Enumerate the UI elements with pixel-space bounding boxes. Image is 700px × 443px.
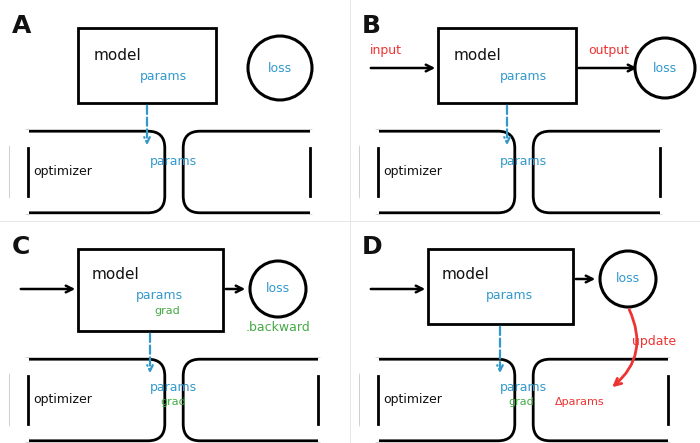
Text: params: params: [150, 381, 197, 395]
FancyBboxPatch shape: [11, 131, 164, 213]
FancyBboxPatch shape: [533, 131, 677, 213]
Bar: [310, 130, 329, 214]
Text: params: params: [136, 289, 183, 302]
Bar: [668, 358, 687, 442]
Text: grad: grad: [154, 306, 180, 316]
Text: params: params: [140, 70, 187, 83]
Bar: [78, 249, 223, 331]
Text: optimizer: optimizer: [33, 393, 92, 407]
Bar: [428, 249, 573, 324]
FancyBboxPatch shape: [361, 359, 514, 441]
Circle shape: [248, 36, 312, 100]
Bar: [360, 358, 379, 442]
Text: grad: grad: [508, 397, 533, 407]
Text: loss: loss: [266, 283, 290, 295]
Circle shape: [635, 38, 695, 98]
Bar: [10, 130, 29, 214]
Text: grad: grad: [160, 397, 186, 407]
FancyBboxPatch shape: [361, 131, 514, 213]
FancyBboxPatch shape: [533, 359, 685, 441]
Text: model: model: [454, 48, 502, 63]
Text: C: C: [12, 235, 30, 259]
Text: A: A: [12, 14, 32, 38]
Text: loss: loss: [653, 62, 677, 74]
Text: .backward: .backward: [246, 321, 310, 334]
Circle shape: [250, 261, 306, 317]
Text: params: params: [486, 289, 533, 302]
Text: input: input: [370, 43, 402, 57]
Text: model: model: [92, 267, 140, 282]
Text: model: model: [94, 48, 141, 63]
Circle shape: [600, 251, 656, 307]
Text: output: output: [588, 43, 629, 57]
Text: model: model: [442, 267, 490, 282]
Text: loss: loss: [616, 272, 640, 285]
Bar: [10, 358, 29, 442]
Text: optimizer: optimizer: [383, 166, 442, 179]
Text: D: D: [362, 235, 383, 259]
Text: B: B: [362, 14, 381, 38]
Text: Δparams: Δparams: [555, 397, 605, 407]
Bar: [438, 28, 576, 103]
Text: params: params: [500, 381, 547, 395]
Bar: [318, 358, 337, 442]
Text: update: update: [632, 334, 676, 347]
Text: params: params: [500, 70, 547, 83]
FancyBboxPatch shape: [183, 131, 327, 213]
Text: optimizer: optimizer: [33, 166, 92, 179]
Bar: [360, 130, 379, 214]
Text: params: params: [500, 155, 547, 168]
Text: params: params: [150, 155, 197, 168]
Text: optimizer: optimizer: [383, 393, 442, 407]
Text: loss: loss: [268, 62, 292, 74]
FancyBboxPatch shape: [183, 359, 335, 441]
FancyBboxPatch shape: [11, 359, 164, 441]
Bar: [660, 130, 679, 214]
Bar: [78, 28, 216, 103]
